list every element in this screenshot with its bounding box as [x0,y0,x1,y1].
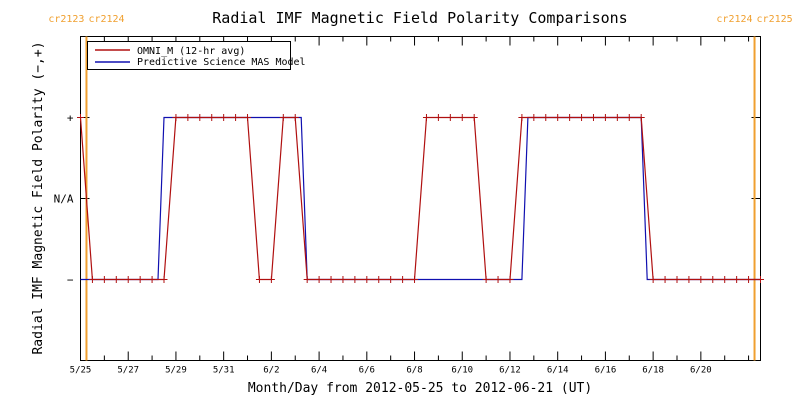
series-point-omni [709,276,717,283]
series-point-omni [172,114,180,121]
series-point-omni [387,276,395,283]
series-point-omni [470,114,478,121]
series-line-omni [79,116,761,281]
series-point-omni [399,276,407,283]
series-point-omni [458,114,466,121]
series-point-omni [506,276,514,283]
series-point-omni [315,276,323,283]
chart-title: Radial IMF Magnetic Field Polarity Compa… [212,9,627,27]
series-point-omni [554,114,562,121]
x-tick-label: 6/2 [263,366,279,376]
x-tick-label: 5/27 [117,366,139,376]
series-point-omni [733,276,741,283]
series-point-omni [267,276,275,283]
x-tick-label: 6/12 [499,366,521,376]
series-point-omni [279,114,287,121]
series-point-omni [589,114,597,121]
y-axis-label: Radial IMF Magnetic Field Polarity (−,+) [31,41,46,354]
x-tick-label: 6/16 [595,366,617,376]
y-tick-label: N/A [54,193,74,206]
legend-label-mas: Predictive Science MAS Model [137,57,306,68]
carrington-labels: cr2123 cr2124 cr2124 cr2125 [48,14,792,25]
series-point-omni [697,276,705,283]
series-point-omni [625,114,633,121]
carrington-label-left: cr2123 [48,14,84,25]
series-point-omni [100,276,108,283]
carrington-label-right: cr2124 [88,14,124,25]
x-tick-label: 6/10 [451,366,473,376]
x-tick-label: 6/6 [359,366,375,376]
series-point-omni [482,276,490,283]
series-point-omni [196,114,204,121]
legend: OMNI_M (12-hr avg) Predictive Science MA… [87,41,306,70]
series-point-omni [542,114,550,121]
series-point-omni [601,114,609,121]
x-tick-label: 5/29 [165,366,187,376]
series-point-omni [244,114,252,121]
series-point-omni [757,276,764,283]
series-point-omni [112,276,120,283]
series-point-omni [446,114,454,121]
series-point-omni [291,114,299,121]
series-point-omni [613,114,621,121]
series-layer [77,114,764,283]
series-point-omni [637,114,645,121]
x-tick-label: 6/4 [311,366,327,376]
series-point-omni [649,276,657,283]
series-point-omni [422,114,430,121]
series-point-omni [685,276,693,283]
series-point-omni [88,276,96,283]
series-point-omni [721,276,729,283]
y-tick-label: − [67,274,74,287]
y-tick-label: + [67,112,74,125]
series-point-omni [578,114,586,121]
series-point-omni [303,276,311,283]
series-point-omni [411,276,419,283]
legend-box [87,41,291,70]
series-point-omni [375,276,383,283]
series-point-omni [184,114,192,121]
series-point-omni [255,276,263,283]
series-point-omni [339,276,347,283]
x-tick-label: 5/25 [70,366,92,376]
series-point-omni [351,276,359,283]
x-tick-label: 6/20 [690,366,712,376]
legend-label-omni: OMNI_M (12-hr avg) [137,46,245,57]
x-tick-label: 6/18 [642,366,664,376]
series-point-omni [136,276,144,283]
series-point-omni [494,276,502,283]
series-point-omni [518,114,526,121]
series-point-omni [434,114,442,121]
series-point-omni [673,276,681,283]
y-axis-ticks: − N/A + [54,112,761,287]
x-tick-label: 6/14 [547,366,569,376]
series-point-omni [661,276,669,283]
series-point-omni [220,114,228,121]
x-axis-label: Month/Day from 2012-05-25 to 2012-06-21 … [248,381,592,396]
series-point-omni [745,276,753,283]
series-point-omni [77,114,84,121]
carrington-label-right: cr2125 [757,14,793,25]
series-point-omni [124,276,132,283]
series-point-omni [160,276,168,283]
x-tick-label: 5/31 [213,366,235,376]
series-point-omni [148,276,156,283]
x-tick-label: 6/8 [406,366,422,376]
carrington-label-left: cr2124 [716,14,752,25]
series-point-omni [208,114,216,121]
series-point-omni [530,114,538,121]
series-point-omni [232,114,240,121]
x-axis-ticks: 5/25 5/27 5/29 5/31 6/2 6/4 6/6 6/8 6/10 6/12 6/14… [70,36,750,376]
series-point-omni [363,276,371,283]
series-point-omni [566,114,574,121]
series-point-omni [327,276,335,283]
